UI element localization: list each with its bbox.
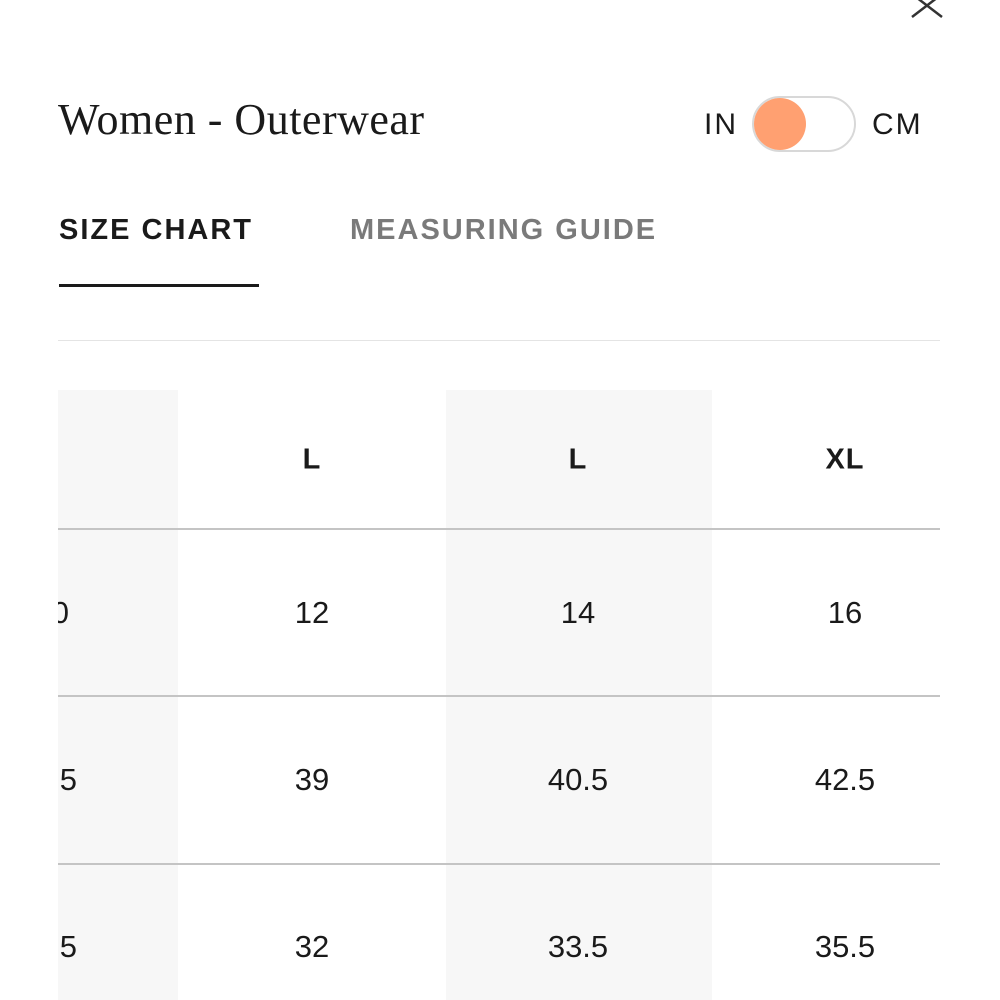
cell: 40.5: [547, 762, 609, 797]
tab-underline: [59, 284, 259, 287]
cell: 35.5: [814, 929, 876, 964]
cell: 14: [560, 595, 596, 630]
cell-clipped: 0: [58, 595, 69, 630]
row-divider: [58, 695, 940, 697]
unit-label: IN: [704, 108, 738, 141]
tab[interactable]: MEASURING GUIDE: [350, 214, 658, 246]
unit-label: CM: [872, 108, 923, 141]
cell-clipped: 5: [59, 929, 77, 964]
cell: 12: [294, 595, 330, 630]
unit-toggle[interactable]: [752, 96, 856, 152]
divider: [58, 340, 940, 341]
tab[interactable]: SIZE CHART: [59, 214, 253, 246]
column-header: XL: [825, 443, 865, 476]
cell: 32: [294, 929, 330, 964]
cell: 16: [827, 595, 863, 630]
size-table: L L XL 0 12 14 16 5 39 40.5 42.5 5 32 33.5 35.5: [58, 390, 940, 1000]
cell: 42.5: [814, 762, 876, 797]
column-header: L: [568, 443, 588, 476]
row-divider: [58, 863, 940, 865]
row-divider: [58, 528, 940, 530]
cell-clipped: 5: [59, 762, 77, 797]
cell: 33.5: [547, 929, 609, 964]
close-button[interactable]: [900, 0, 960, 24]
toggle-knob: [754, 98, 806, 150]
title: Women - Outerwear: [58, 95, 425, 144]
cell: 39: [294, 762, 330, 797]
column-header: L: [302, 443, 322, 476]
